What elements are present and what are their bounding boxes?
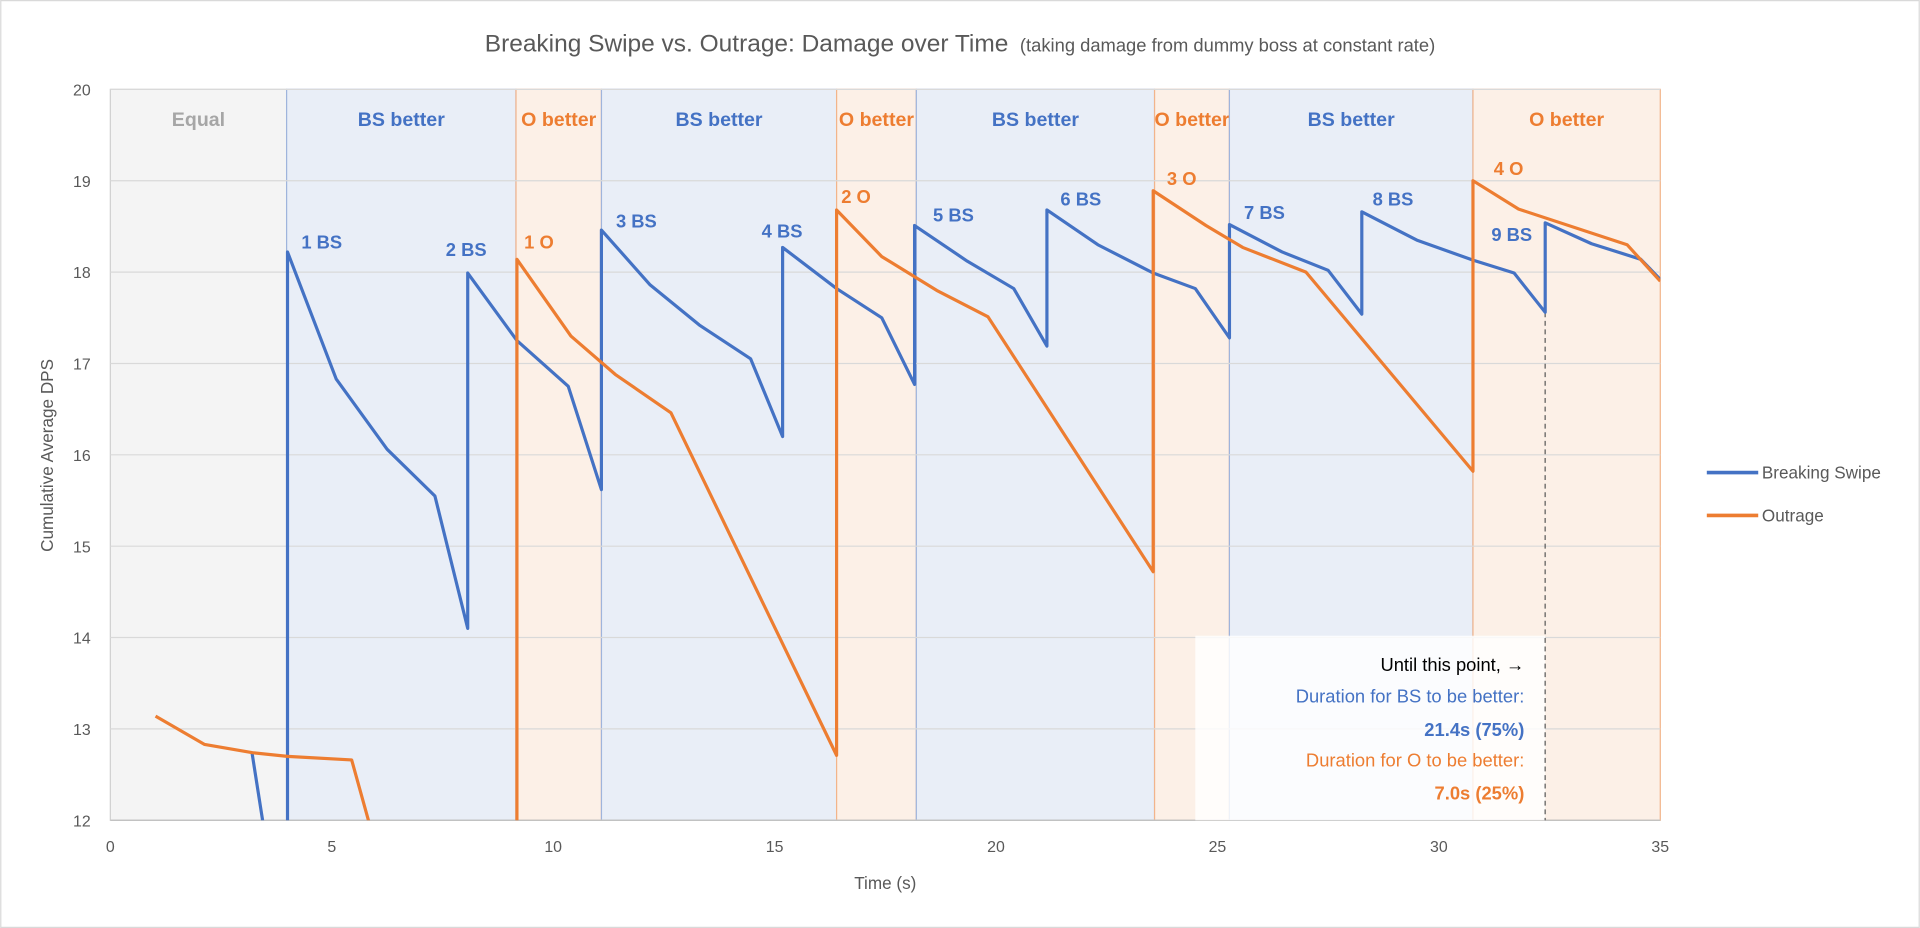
x-axis-label: Time (s) xyxy=(854,873,916,893)
series-layer xyxy=(154,179,1661,821)
point-label: 3 BS xyxy=(616,211,657,232)
region-label: BS better xyxy=(676,109,763,131)
x-tick-label: 20 xyxy=(987,839,1005,856)
x-tick-label: 25 xyxy=(1209,839,1227,856)
point-labels: 1 BS 2 BS 1 O 3 BS 4 BS 2 O 5 BS 6 BS 3 O 7 BS 8 B… xyxy=(301,158,1532,260)
y-tick-label: 13 xyxy=(73,722,91,739)
region-label: Equal xyxy=(172,109,225,131)
point-label: 3 O xyxy=(1167,168,1197,189)
y-tick-label: 20 xyxy=(73,82,91,99)
y-tick-label: 15 xyxy=(73,539,91,556)
annotation-line5: 7.0s (25%) xyxy=(1435,782,1525,803)
point-label: 8 BS xyxy=(1373,189,1414,210)
region-label: BS better xyxy=(992,109,1079,131)
annotation-line4: Duration for O to be better: xyxy=(1306,749,1524,770)
region-label: O better xyxy=(839,109,914,131)
legend-label-outrage: Outrage xyxy=(1762,506,1824,526)
region-label: O better xyxy=(521,109,596,131)
point-label: 6 BS xyxy=(1060,189,1101,210)
point-label: 2 BS xyxy=(446,239,487,260)
region-label: O better xyxy=(1529,109,1604,131)
point-label: 1 BS xyxy=(301,232,342,253)
point-label: 7 BS xyxy=(1244,202,1285,223)
annotation-box-layer: Until this point, → Duration for BS to be… xyxy=(1195,312,1546,821)
x-tick-label: 10 xyxy=(544,839,562,856)
point-label: 2 O xyxy=(841,186,871,207)
region-label: O better xyxy=(1154,109,1229,131)
region-label: BS better xyxy=(1308,109,1395,131)
x-tick-label: 15 xyxy=(766,839,784,856)
series-line-outrage xyxy=(154,179,1661,821)
y-tick-label: 17 xyxy=(73,357,91,374)
axis-ticks: 12 13 14 15 16 17 18 19 20 0 5 10 15 20 25 30 35 xyxy=(73,82,1669,856)
point-label: 9 BS xyxy=(1491,224,1532,245)
x-tick-label: 5 xyxy=(327,839,336,856)
series-line-breaking-swipe xyxy=(250,208,1661,821)
annotation-line1: Until this point, → xyxy=(1380,654,1524,675)
annotation-line3: 21.4s (75%) xyxy=(1424,719,1524,740)
x-tick-label: 35 xyxy=(1651,839,1669,856)
point-label: 1 O xyxy=(524,232,554,253)
y-axis-label: Cumulative Average DPS xyxy=(37,359,57,552)
y-tick-label: 18 xyxy=(73,265,91,282)
legend-label-breaking-swipe: Breaking Swipe xyxy=(1762,463,1881,483)
annotation-line2: Duration for BS to be better: xyxy=(1296,686,1525,707)
point-label: 5 BS xyxy=(933,205,974,226)
chart-title-main: Breaking Swipe vs. Outrage: Damage over … xyxy=(485,30,1009,57)
x-tick-label: 0 xyxy=(106,839,115,856)
point-label: 4 O xyxy=(1494,158,1524,179)
y-tick-label: 14 xyxy=(73,631,91,648)
y-tick-label: 12 xyxy=(73,813,91,830)
chart-subtitle: (taking damage from dummy boss at consta… xyxy=(1020,34,1435,55)
y-tick-label: 19 xyxy=(73,174,91,191)
region-label: BS better xyxy=(358,109,445,131)
x-tick-label: 30 xyxy=(1430,839,1448,856)
point-label: 4 BS xyxy=(762,221,803,242)
legend: Breaking Swipe Outrage xyxy=(1706,463,1881,526)
chart-title: Breaking Swipe vs. Outrage: Damage over … xyxy=(485,30,1435,57)
y-tick-label: 16 xyxy=(73,448,91,465)
annotation-box xyxy=(1195,635,1546,821)
